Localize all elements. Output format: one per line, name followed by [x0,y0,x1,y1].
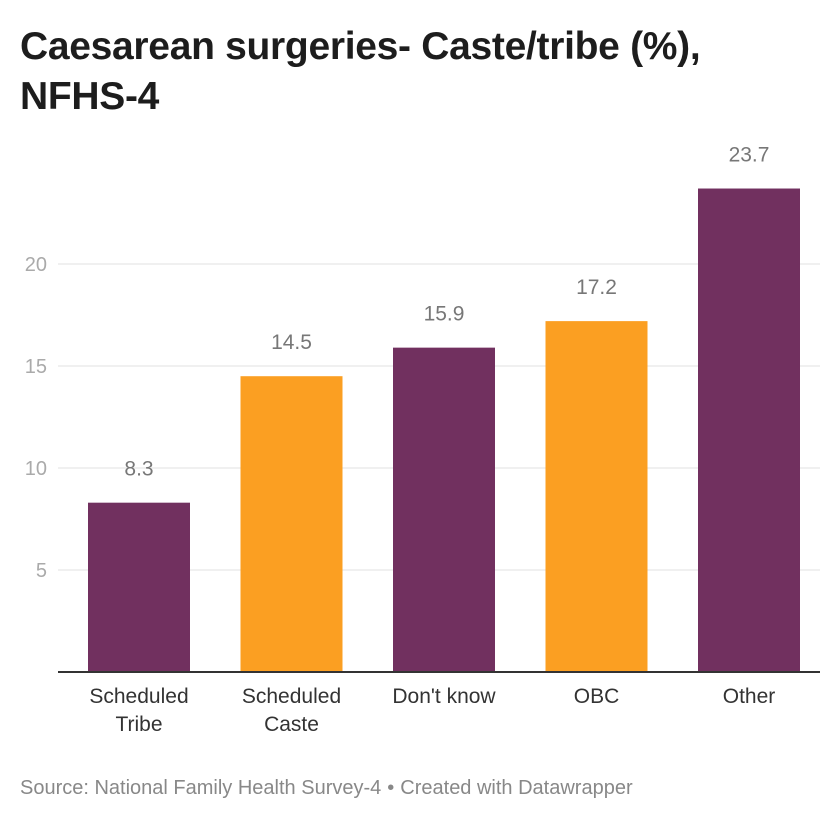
x-category-label: Don't know [392,685,496,708]
bar [88,502,190,672]
chart-title: Caesarean surgeries- Caste/tribe (%), NF… [20,25,701,118]
bar [698,188,800,672]
x-axis-categories: Scheduled Tribe Scheduled Caste Don't know OB… [89,685,775,736]
x-category-label: Scheduled Tribe [89,685,188,736]
value-label: 8.3 [124,458,153,481]
bars [88,188,800,672]
value-labels: 8.3 14.5 15.9 17.2 23.7 [124,144,769,481]
value-label: 23.7 [729,144,770,167]
y-tick-label: 5 [36,560,47,582]
value-label: 14.5 [271,331,312,354]
bar [240,376,343,672]
footer: Source: National Family Health Survey-4 •… [20,777,633,800]
value-label: 17.2 [576,276,617,299]
footer-separator: • [387,777,395,799]
bar-chart: 8.3 14.5 15.9 17.2 23.7 5 10 15 20 Scheduled Tri… [25,144,820,736]
value-label: 15.9 [424,303,465,326]
credit-note: Created with Datawrapper [400,777,633,799]
x-category-label: Scheduled Caste [242,685,341,736]
source-note: Source: National Family Health Survey-4 [20,777,382,799]
y-axis-ticks: 5 10 15 20 [25,254,47,582]
y-tick-label: 10 [25,458,47,480]
x-category-label: OBC [574,685,620,708]
y-tick-label: 15 [25,356,47,378]
x-category-label: Other [723,685,776,708]
bar [393,347,495,672]
y-tick-label: 20 [25,254,47,276]
bar [545,321,648,672]
